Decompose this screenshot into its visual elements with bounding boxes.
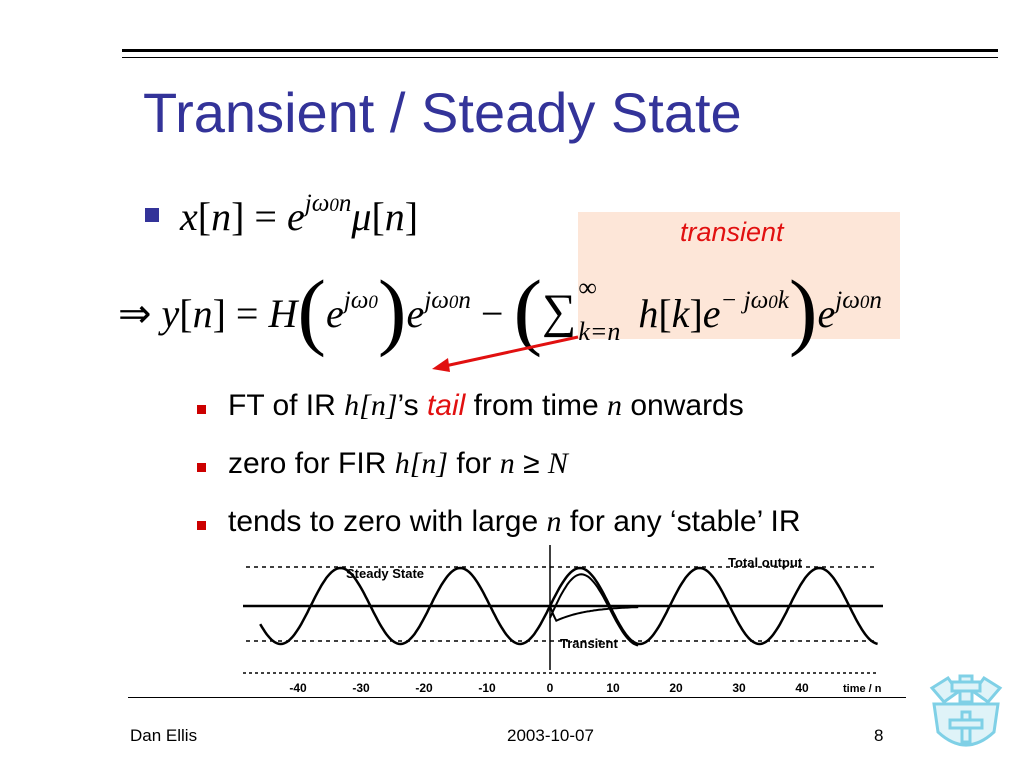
eq-e: e [286, 194, 305, 239]
sum-icon: ∑ [542, 285, 577, 338]
header-rule-thin [122, 57, 998, 58]
crown-shield-crest-icon [929, 674, 1003, 747]
equation-y: ⇒ y[n] = H(ejω0)ejω0n − (∑ ∞ k=n h[k]e− jω0… [118, 262, 882, 358]
axis-tick-label: 20 [669, 681, 683, 695]
sum-upper: ∞ [578, 273, 597, 302]
axis-tick-label: -10 [478, 681, 496, 695]
transient-graph: Steady State Total output Transient time… [243, 545, 883, 695]
header-rule-thick [122, 49, 998, 52]
axis-tick-label: 30 [732, 681, 746, 695]
eq-x: x [180, 194, 198, 239]
steady-state-label: Steady State [346, 566, 424, 581]
footer-rule [128, 697, 906, 698]
equation-x: x[n] = ejω0nμ[n] [180, 190, 419, 239]
axis-tick-label: -30 [352, 681, 370, 695]
eq-mu: μ [351, 194, 372, 239]
axis-tick-label: 0 [547, 681, 554, 695]
eq-k: k [671, 291, 690, 336]
footer-date: 2003-10-07 [507, 726, 594, 745]
time-axis-label: time / n [843, 683, 882, 695]
axis-tick-label: 40 [795, 681, 809, 695]
footer-page-number: 8 [874, 726, 884, 745]
transient-label: transient [680, 217, 784, 247]
transient-graph-label: Transient [560, 636, 618, 651]
eq-n: n [211, 194, 232, 239]
axis-tick-label: 10 [606, 681, 620, 695]
eq-exp-w: ω [311, 190, 330, 217]
sub-bullet-icon [197, 521, 206, 530]
transient-highlight-box [578, 212, 900, 339]
sum-lower: k=n [578, 317, 621, 346]
sub-bullet-icon [197, 405, 206, 414]
implies-icon: ⇒ [118, 291, 152, 336]
bullet-1: FT of IR h[n]’s tail from time n onwards [228, 389, 744, 422]
eq-exp-j: j [304, 190, 312, 217]
tail-highlight: tail [426, 389, 466, 422]
bullet-2: zero for FIR h[n] for n ≥ N [228, 447, 568, 480]
axis-tick-label: -20 [415, 681, 433, 695]
eq-exp-minus-j: − j [720, 287, 751, 314]
sub-bullet-icon [197, 463, 206, 472]
eq-exp-n: n [338, 190, 352, 217]
slide-title: Transient / Steady State [143, 81, 742, 144]
footer-author: Dan Ellis [130, 726, 198, 745]
eq-exp-0: 0 [329, 195, 339, 216]
eq-h: h [638, 291, 659, 336]
total-output-label: Total output [728, 555, 803, 570]
bullet-3: tends to zero with large n for any ‘stab… [228, 505, 801, 538]
axis-tick-label: -40 [289, 681, 307, 695]
eq-y: y [161, 291, 180, 336]
eq-H: H [268, 291, 298, 336]
main-bullet-icon [145, 208, 159, 222]
